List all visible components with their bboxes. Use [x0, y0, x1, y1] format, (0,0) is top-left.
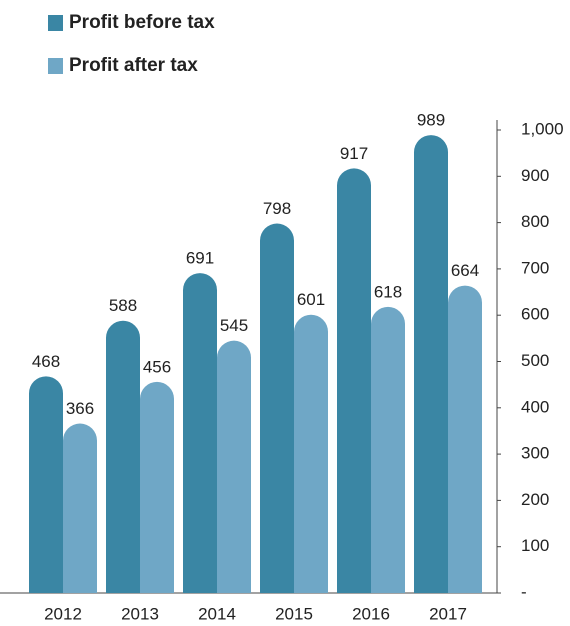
x-tick-label: 2016 [352, 604, 390, 623]
value-label: 366 [66, 399, 94, 418]
bar [260, 223, 294, 593]
value-label: 588 [109, 296, 137, 315]
bar [106, 320, 140, 593]
value-label: 917 [340, 144, 368, 163]
bar [337, 168, 371, 593]
y-tick-label: 1,000 [521, 119, 564, 138]
bar [414, 135, 448, 593]
value-label: 691 [186, 249, 214, 268]
y-tick-label: 200 [521, 490, 549, 509]
y-tick-label: 500 [521, 351, 549, 370]
value-label: 798 [263, 199, 291, 218]
bar [294, 314, 328, 593]
y-tick-label: - [521, 582, 527, 601]
legend-label: Profit before tax [69, 12, 215, 33]
x-tick-label: 2017 [429, 604, 467, 623]
y-tick-label: 900 [521, 166, 549, 185]
value-label: 989 [417, 111, 445, 130]
x-tick-label: 2014 [198, 604, 236, 623]
value-label: 456 [143, 357, 171, 376]
value-label: 618 [374, 282, 402, 301]
value-label: 545 [220, 316, 248, 335]
value-label: 468 [32, 352, 60, 371]
x-tick-label: 2015 [275, 604, 313, 623]
bar [29, 376, 63, 593]
legend-swatch [48, 58, 63, 74]
y-tick-label: 100 [521, 536, 549, 555]
legend-swatch [48, 15, 63, 31]
bar [63, 423, 97, 593]
legend-label: Profit after tax [69, 55, 198, 76]
bar [371, 306, 405, 593]
y-tick-label: 400 [521, 397, 549, 416]
x-tick-label: 2013 [121, 604, 159, 623]
y-tick-label: 700 [521, 258, 549, 277]
bar [140, 381, 174, 593]
bar [217, 340, 251, 593]
bar [183, 273, 217, 593]
y-tick-label: 600 [521, 305, 549, 324]
x-tick-label: 2012 [44, 604, 82, 623]
y-tick-label: 800 [521, 212, 549, 231]
bar [448, 285, 482, 593]
y-tick-label: 300 [521, 444, 549, 463]
value-label: 664 [451, 261, 479, 280]
value-label: 601 [297, 290, 325, 309]
